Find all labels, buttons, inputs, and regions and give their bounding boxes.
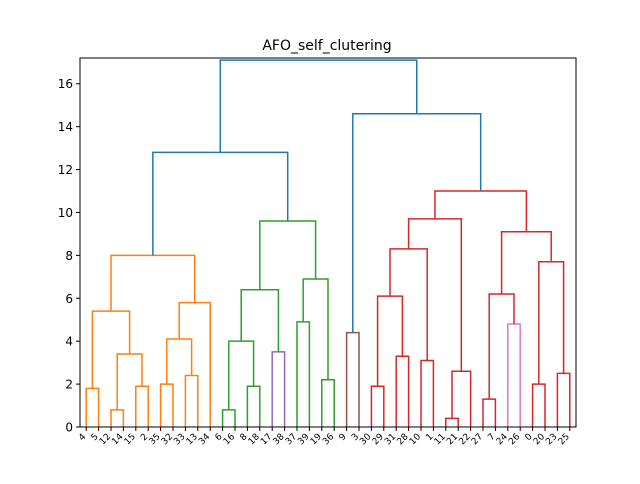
dendrogram-link (321, 379, 335, 427)
leaf-label: 6 (214, 432, 225, 443)
leaf-label: 9 (338, 432, 349, 443)
dendrogram-link (395, 355, 410, 427)
leaf-label: 4 (77, 432, 88, 443)
dendrogram-link (420, 359, 435, 427)
dendrogram-link (370, 385, 385, 427)
dendrogram-link (184, 374, 199, 427)
dendrogram-link (445, 417, 459, 427)
dendrogram-link (482, 398, 497, 427)
dendrogram-link (407, 218, 463, 372)
dendrogram-link (110, 409, 125, 427)
leaf-label: 25 (557, 432, 572, 447)
leaf-label: 8 (238, 432, 249, 443)
dendrogram-link (389, 248, 428, 361)
dendrogram-link (135, 385, 149, 427)
dendrogram-link (85, 387, 100, 427)
dendrogram-link (296, 321, 311, 427)
leaf-label: 1 (424, 432, 435, 443)
dendrogram-link (302, 278, 329, 380)
dendrogram-link (531, 383, 546, 427)
dendrogram-link (538, 261, 565, 385)
dendrogram-link (500, 231, 552, 294)
leaf-label: 27 (470, 432, 485, 447)
dendrogram-link (451, 370, 472, 427)
leaf-label: 15 (123, 432, 138, 447)
dendrogram-link (159, 383, 174, 427)
leaf-label: 10 (408, 432, 423, 447)
leaf-label: 26 (507, 432, 522, 447)
dendrogram-link (556, 372, 571, 427)
dendrogram-link (271, 351, 286, 427)
y-tick-label: 14 (58, 120, 73, 134)
dendrogram-link (240, 288, 280, 352)
dendrogram-link (488, 293, 515, 400)
dendrogram-link (221, 409, 236, 427)
dendrogram-link (116, 353, 143, 410)
y-tick-label: 12 (58, 163, 73, 177)
dendrogram-link (178, 301, 211, 427)
y-tick-label: 16 (58, 77, 73, 91)
dendrogram-link (166, 338, 193, 385)
y-tick-label: 2 (65, 378, 73, 392)
dendrogram-link (259, 220, 317, 290)
leaf-label: 34 (197, 432, 212, 447)
chart-title: AFO_self_clutering (262, 38, 391, 54)
leaf-label: 2 (139, 432, 150, 443)
dendrogram-link (228, 340, 255, 410)
dendrogram-link (219, 59, 418, 153)
leaf-label: 3 (350, 432, 361, 443)
y-tick-label: 6 (65, 292, 73, 306)
y-tick-label: 4 (65, 335, 73, 349)
dendrogram-link (246, 385, 261, 427)
dendrogram-link (152, 151, 289, 256)
leaf-label: 16 (222, 432, 237, 447)
dendrogram-link (91, 310, 131, 389)
leaf-label: 0 (524, 432, 535, 443)
y-axis: 0 2 4 6 8 10 12 14 16 (58, 77, 80, 435)
y-tick-label: 10 (58, 206, 73, 220)
plot-frame (79, 57, 577, 428)
dendrogram-link (434, 190, 528, 232)
dendrogram-link (345, 331, 360, 427)
y-tick-label: 8 (65, 249, 73, 263)
dendrogram-link (376, 295, 404, 387)
leaf-label: 36 (321, 432, 336, 447)
y-tick-label: 0 (65, 421, 73, 435)
dendrogram-links (85, 59, 571, 427)
leaf-label: 5 (90, 432, 101, 443)
leaf-label: 7 (486, 432, 497, 443)
dendrogram-link (507, 323, 521, 427)
